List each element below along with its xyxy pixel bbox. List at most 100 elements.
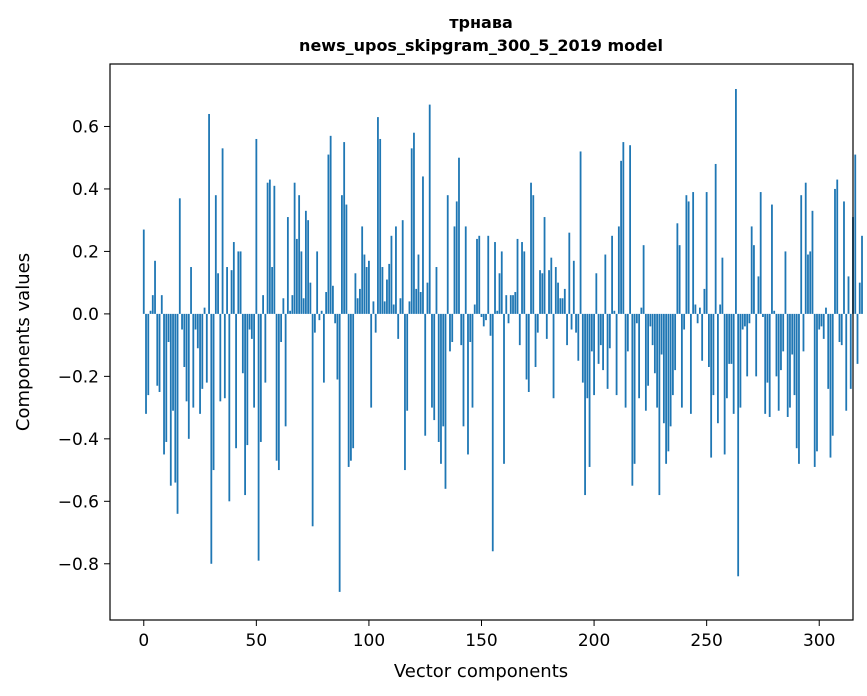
chart-subtitle: news_upos_skipgram_300_5_2019 model	[299, 36, 663, 55]
bar-component-108	[386, 279, 388, 314]
bar-component-60	[277, 313, 280, 471]
bar-component-221	[640, 307, 643, 314]
bar-component-18	[183, 313, 186, 367]
bar-component-179	[545, 313, 548, 339]
bar-component-35	[221, 148, 224, 314]
bar-component-249	[703, 288, 706, 314]
bar-component-208	[611, 235, 613, 314]
bar-component-27	[203, 307, 206, 314]
bar-component-40	[232, 242, 235, 314]
bar-component-280	[773, 310, 776, 314]
bar-component-123	[419, 292, 422, 314]
bar-component-19	[185, 313, 188, 402]
bar-component-302	[822, 313, 825, 339]
bar-component-200	[593, 313, 595, 396]
bar-component-44	[241, 313, 244, 374]
bar-component-178	[543, 217, 546, 314]
bar-component-72	[304, 210, 307, 314]
bar-component-143	[464, 226, 467, 314]
bar-component-81	[325, 292, 328, 314]
bar-component-134	[444, 313, 447, 489]
bar-component-34	[219, 313, 222, 402]
bar-component-129	[433, 313, 436, 421]
x-axis-label: Vector components	[394, 661, 568, 682]
bar-component-47	[248, 313, 251, 330]
bar-component-109	[388, 263, 391, 314]
bar-component-139	[455, 201, 458, 314]
bar-component-110	[390, 235, 393, 314]
bar-component-216	[629, 145, 631, 314]
bar-component-219	[635, 313, 638, 324]
bar-component-303	[825, 307, 827, 314]
bar-component-147	[473, 304, 476, 314]
bar-component-287	[789, 313, 791, 408]
bar-component-92	[350, 313, 352, 461]
bar-component-256	[719, 304, 722, 314]
bar-component-304	[827, 313, 830, 389]
bar-component-93	[352, 313, 355, 449]
bar-component-112	[395, 226, 397, 314]
plot-area-frame	[109, 63, 854, 621]
bar-component-12	[169, 313, 172, 486]
bar-component-96	[359, 288, 361, 314]
bar-component-102	[372, 301, 375, 314]
bar-component-248	[701, 313, 704, 361]
bar-component-180	[548, 270, 550, 314]
bar-component-37	[226, 267, 228, 314]
bar-component-128	[431, 313, 433, 408]
x-tick-label: 300	[803, 631, 835, 651]
bar-component-294	[804, 182, 807, 314]
bar-component-104	[377, 117, 379, 314]
bar-component-188	[566, 313, 568, 346]
bar-component-122	[417, 254, 420, 314]
bar-component-39	[230, 270, 233, 314]
bar-component-215	[626, 313, 629, 352]
bar-component-202	[597, 313, 600, 364]
bar-component-309	[838, 313, 841, 342]
bar-component-281	[775, 313, 778, 377]
bar-component-218	[633, 313, 636, 464]
bar-component-0	[142, 229, 145, 314]
bar-component-301	[820, 313, 823, 327]
bar-component-311	[843, 201, 845, 314]
x-tick-label: 100	[353, 631, 385, 651]
bar-component-151	[482, 313, 485, 327]
bar-component-183	[554, 267, 557, 314]
bar-component-314	[849, 313, 852, 389]
bar-component-135	[446, 195, 449, 314]
chart-title: трнава	[449, 13, 513, 32]
y-tick-label: −0.4	[58, 430, 99, 450]
bar-component-80	[322, 313, 325, 383]
bar-component-206	[606, 313, 609, 389]
x-tick-label: 200	[578, 631, 610, 651]
bar-component-159	[500, 251, 503, 314]
bar-component-196	[584, 313, 586, 496]
bar-component-94	[354, 273, 357, 314]
bar-component-282	[777, 313, 780, 411]
bar-component-254	[714, 163, 717, 314]
bar-component-16	[178, 198, 181, 314]
bar-component-275	[762, 313, 764, 318]
bar-component-251	[708, 313, 710, 367]
bar-component-97	[361, 226, 364, 314]
bar-component-20	[187, 313, 190, 439]
bar-component-107	[383, 301, 386, 314]
bar-component-189	[568, 232, 571, 314]
bar-component-13	[172, 313, 174, 411]
bar-component-263	[735, 88, 737, 314]
bar-component-76	[313, 313, 316, 333]
bar-component-57	[271, 267, 274, 314]
bar-component-98	[363, 254, 366, 314]
bar-component-190	[570, 313, 573, 330]
bar-component-111	[392, 304, 395, 314]
bar-component-272	[755, 313, 758, 377]
bar-component-260	[728, 313, 731, 364]
bar-component-243	[689, 313, 692, 414]
y-tick-label: 0.6	[72, 117, 99, 137]
bar-component-67	[293, 182, 296, 314]
bar-component-71	[302, 298, 305, 314]
y-tick-label: −0.8	[58, 555, 99, 575]
bar-component-41	[235, 313, 237, 449]
bar-component-266	[741, 313, 744, 330]
